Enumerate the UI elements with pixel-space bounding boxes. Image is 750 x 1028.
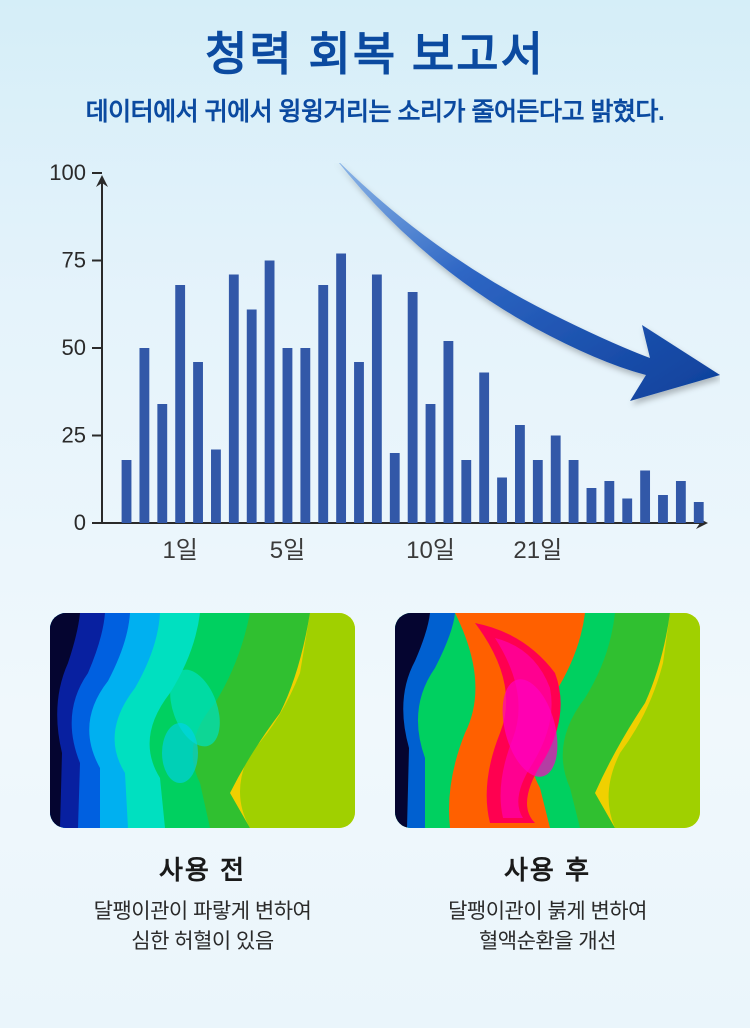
svg-text:10일: 10일 xyxy=(406,537,455,564)
svg-text:0: 0 xyxy=(74,510,86,535)
page-subtitle: 데이터에서 귀에서 윙윙거리는 소리가 줄어든다고 밝혔다. xyxy=(0,92,750,128)
svg-text:1일: 1일 xyxy=(162,537,197,564)
before-column: 사용 전 달팽이관이 파랗게 변하여 심한 허혈이 있음 xyxy=(50,613,355,958)
svg-text:25: 25 xyxy=(62,423,86,448)
page-title: 청력 회복 보고서 xyxy=(0,18,750,84)
before-label: 사용 전 xyxy=(159,850,246,887)
chart-container: 0 25 50 75 100 1일 5일 10일 21일 xyxy=(30,163,720,578)
after-label: 사용 후 xyxy=(504,850,591,887)
comparison-row: 사용 전 달팽이관이 파랗게 변하여 심한 허혈이 있음 xyxy=(50,613,700,958)
page-root: 청력 회복 보고서 데이터에서 귀에서 윙윙거리는 소리가 줄어든다고 밝혔다.… xyxy=(0,0,750,1028)
before-image xyxy=(50,613,355,828)
bar-chart: 0 25 50 75 100 1일 5일 10일 21일 xyxy=(30,163,720,578)
svg-text:21일: 21일 xyxy=(513,537,562,564)
svg-text:75: 75 xyxy=(62,248,86,273)
svg-text:100: 100 xyxy=(49,163,86,185)
after-column: 사용 후 달팽이관이 붉게 변하여 혈액순환을 개선 xyxy=(395,613,700,958)
svg-text:5일: 5일 xyxy=(270,537,305,564)
svg-text:50: 50 xyxy=(62,335,86,360)
after-image xyxy=(395,613,700,828)
before-description: 달팽이관이 파랗게 변하여 심한 허혈이 있음 xyxy=(94,897,312,958)
after-description: 달팽이관이 붉게 변하여 혈액순환을 개선 xyxy=(448,897,647,958)
